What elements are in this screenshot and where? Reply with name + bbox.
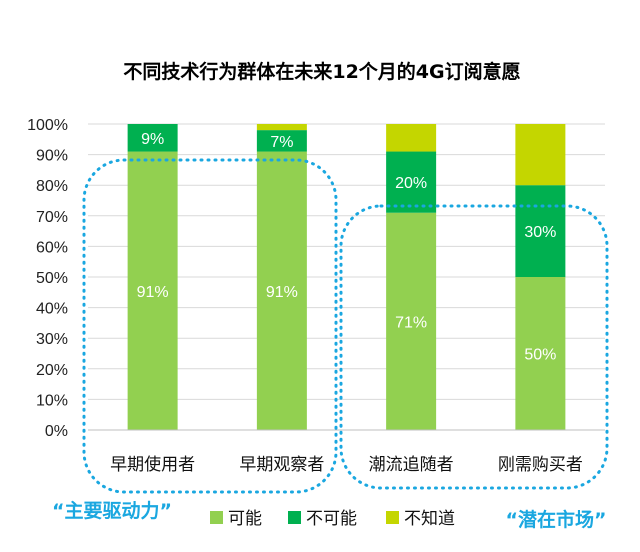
- legend-swatch: [288, 511, 301, 524]
- category-label: 刚需购买者: [498, 455, 583, 475]
- data-label: 30%: [524, 224, 556, 241]
- bar-segment: [515, 124, 566, 186]
- y-tick-label: 90%: [36, 148, 68, 165]
- bar-segment: [127, 151, 178, 431]
- bar-segment: [256, 151, 307, 431]
- data-label: 20%: [395, 175, 427, 192]
- y-tick-label: 80%: [36, 178, 68, 195]
- data-label: 9%: [141, 131, 164, 148]
- y-tick-label: 100%: [27, 117, 68, 134]
- y-tick-label: 50%: [36, 270, 68, 287]
- y-tick-label: 70%: [36, 209, 68, 226]
- legend-label: 不知道: [404, 509, 455, 529]
- bar-segment: [515, 277, 566, 430]
- legend-swatch: [386, 511, 399, 524]
- y-tick-label: 30%: [36, 331, 68, 348]
- data-label: 50%: [524, 347, 556, 364]
- main-driver-outline: [82, 158, 338, 494]
- bars: 91% 9% 91% 7% 71% 20% 50% 30%: [127, 124, 566, 431]
- legend-swatch: [210, 511, 223, 524]
- y-tick-label: 60%: [36, 239, 68, 256]
- data-label: 7%: [270, 134, 293, 151]
- y-tick-label: 10%: [36, 392, 68, 409]
- chart-title: 不同技术行为群体在未来12个月的4G订阅意愿: [123, 60, 520, 83]
- bar-segment: [256, 130, 307, 152]
- legend: 可能 不可能 不知道: [210, 509, 455, 529]
- category-label: 早期观察者: [239, 455, 324, 475]
- y-axis: 0% 10% 20% 30% 40% 50% 60% 70% 80% 90% 100%: [27, 117, 68, 440]
- data-label: 91%: [137, 284, 169, 301]
- potential-market-outline: [339, 204, 609, 490]
- bar-segment: [386, 212, 437, 430]
- data-label: 91%: [266, 284, 298, 301]
- legend-label: 不可能: [306, 509, 357, 529]
- potential-market-callout: “潜在市场”: [506, 508, 607, 531]
- y-tick-label: 0%: [45, 423, 68, 440]
- bar-segment: [515, 185, 566, 277]
- bar-segment: [386, 151, 437, 213]
- category-label: 早期使用者: [110, 454, 195, 475]
- y-tick-label: 40%: [36, 301, 68, 318]
- data-label: 71%: [395, 314, 427, 331]
- bar-segment: [127, 124, 178, 152]
- category-label: 潮流追随者: [369, 455, 454, 475]
- legend-label: 可能: [228, 509, 262, 529]
- bar-segment: [386, 124, 437, 152]
- bar-segment: [256, 124, 307, 131]
- group-outlines: [82, 158, 609, 494]
- x-axis: 早期使用者 早期观察者 潮流追随者 刚需购买者: [88, 429, 605, 475]
- main-driver-callout: “主要驱动力”: [52, 499, 172, 522]
- y-tick-label: 20%: [36, 362, 68, 379]
